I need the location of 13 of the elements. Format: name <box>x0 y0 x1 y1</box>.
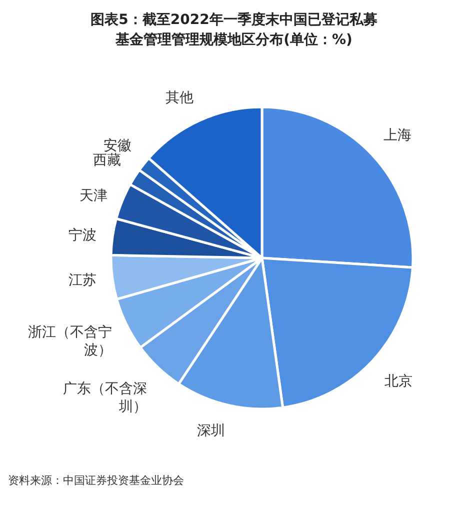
slice-label: 安徽 <box>103 138 132 154</box>
slice-label: 浙江（不含宁波） <box>28 324 112 358</box>
slice-label: 北京 <box>384 374 412 390</box>
slice-label: 其他 <box>165 90 194 106</box>
slice-label: 上海 <box>384 128 412 144</box>
text: 资料来源：中国证券投资基金业协会 <box>8 474 184 487</box>
slice-label: 江苏 <box>68 272 96 288</box>
slice-label: 西藏 <box>92 152 121 169</box>
slice-label: 天津 <box>79 188 108 204</box>
chart-title: 图表5：截至2022年一季度末中国已登记私募基金管理管理规模地区分布(单位：%) <box>90 11 378 48</box>
slice-label: 宁波 <box>68 227 97 244</box>
slice-label: 深圳 <box>197 422 226 439</box>
slice-label: 广东（不含深圳） <box>62 381 147 416</box>
